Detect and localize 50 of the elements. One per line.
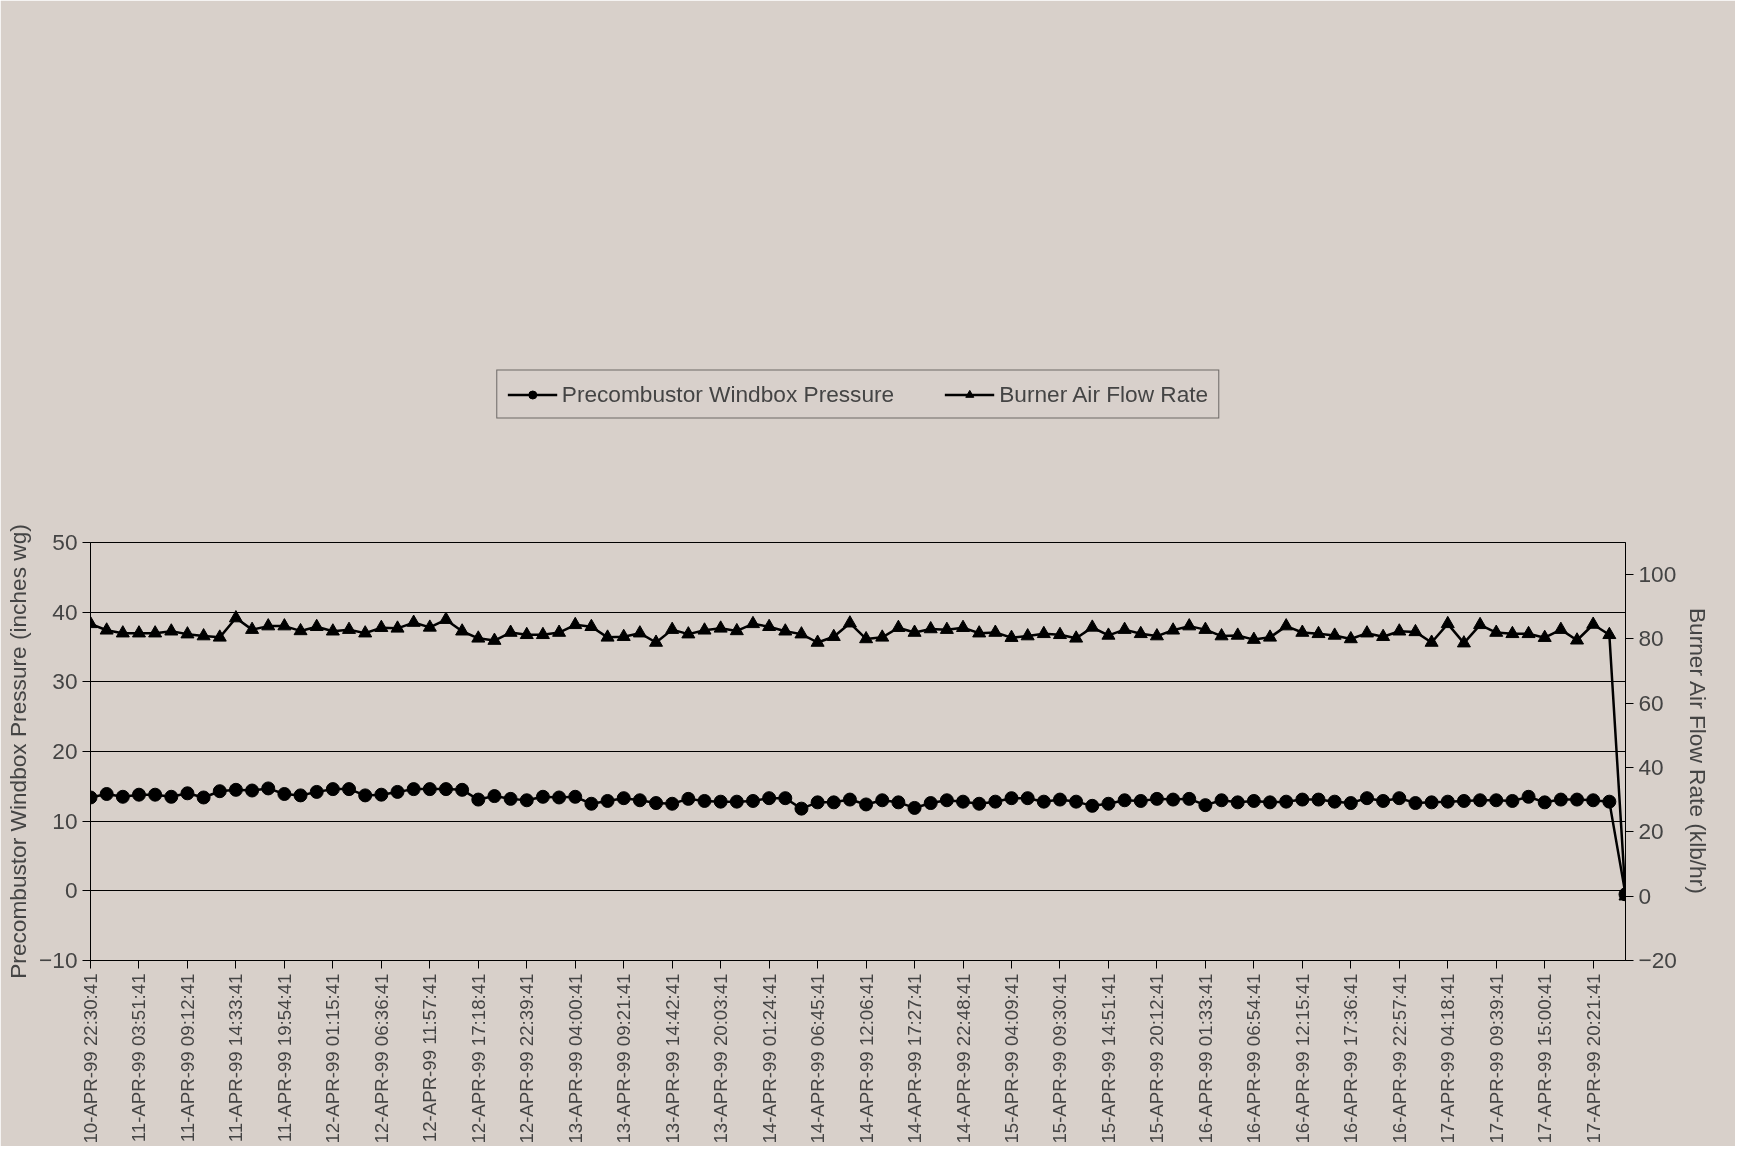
y-tick-label: 10 xyxy=(52,807,78,834)
x-tick-label: 16-APR-99 17:36:41 xyxy=(1340,973,1362,1144)
y-tick-label: 40 xyxy=(52,598,78,625)
y2-tick-label: 0 xyxy=(1638,882,1652,909)
x-tick-label: 11-APR-99 19:54:41 xyxy=(273,973,295,1143)
x-tick-label: 11-APR-99 14:33:41 xyxy=(225,973,247,1143)
y2-tick-label: 80 xyxy=(1638,625,1664,652)
x-tick-label: 16-APR-99 01:33:41 xyxy=(1194,973,1216,1144)
x-tick-label: 12-APR-99 22:39:41 xyxy=(516,973,538,1144)
x-tick-label: 10-APR-99 22:30:41 xyxy=(80,973,101,1144)
y2-tick-label: −20 xyxy=(1638,947,1677,973)
y2-tick-label: 40 xyxy=(1638,754,1664,781)
x-tick-label: 16-APR-99 22:57:41 xyxy=(1388,973,1410,1144)
y-tick-label: −10 xyxy=(39,947,78,973)
y2-axis-title: Burner Air Flow Rate (klb/hr) xyxy=(1684,607,1711,894)
y-tick-label: 50 xyxy=(52,529,78,555)
x-tick-label: 11-APR-99 03:51:41 xyxy=(128,973,150,1143)
legend-label: Burner Air Flow Rate xyxy=(999,380,1209,408)
x-tick-label: 16-APR-99 12:15:41 xyxy=(1291,973,1313,1144)
x-tick-label: 14-APR-99 17:27:41 xyxy=(904,973,926,1144)
x-tick-label: 17-APR-99 09:39:41 xyxy=(1485,973,1507,1144)
x-tick-label: 14-APR-99 06:45:41 xyxy=(807,973,829,1144)
x-tick-label: 16-APR-99 06:54:41 xyxy=(1243,973,1265,1144)
x-tick-label: 13-APR-99 09:21:41 xyxy=(613,973,635,1144)
x-tick-label: 12-APR-99 01:15:41 xyxy=(322,973,344,1144)
y-tick-label: 30 xyxy=(52,668,78,695)
x-tick-label: 15-APR-99 04:09:41 xyxy=(1001,973,1022,1144)
x-tick-label: 12-APR-99 11:57:41 xyxy=(419,973,441,1143)
legend-label: Precombustor Windbox Pressure xyxy=(561,380,895,408)
x-tick-label: 13-APR-99 04:00:41 xyxy=(564,973,586,1144)
y-axis-title: Precombustor Windbox Pressure (inches wg) xyxy=(5,524,32,979)
x-tick-label: 13-APR-99 14:42:41 xyxy=(661,973,683,1144)
y-tick-label: 0 xyxy=(64,877,78,904)
x-tick-label: 12-APR-99 17:18:41 xyxy=(467,973,489,1144)
x-tick-label: 15-APR-99 14:51:41 xyxy=(1097,973,1119,1144)
x-tick-label: 15-APR-99 09:30:41 xyxy=(1049,973,1071,1144)
x-tick-label: 14-APR-99 01:24:41 xyxy=(758,973,780,1144)
x-tick-label: 13-APR-99 20:03:41 xyxy=(710,973,732,1144)
x-tick-label: 12-APR-99 06:36:41 xyxy=(370,973,392,1144)
x-tick-label: 14-APR-99 12:06:41 xyxy=(855,973,877,1144)
x-tick-label: 14-APR-99 22:48:41 xyxy=(952,973,974,1144)
x-tick-label: 15-APR-99 20:12:41 xyxy=(1146,973,1168,1144)
y2-tick-label: 100 xyxy=(1638,561,1677,588)
x-tick-label: 17-APR-99 15:00:41 xyxy=(1534,973,1556,1144)
x-tick-label: 17-APR-99 20:21:41 xyxy=(1582,973,1604,1144)
x-tick-label: 17-APR-99 04:18:41 xyxy=(1437,973,1459,1144)
y2-tick-label: 20 xyxy=(1638,818,1664,845)
x-tick-label: 11-APR-99 09:12:41 xyxy=(176,973,198,1143)
y2-tick-label: 60 xyxy=(1638,689,1664,716)
y-tick-label: 20 xyxy=(52,738,78,764)
